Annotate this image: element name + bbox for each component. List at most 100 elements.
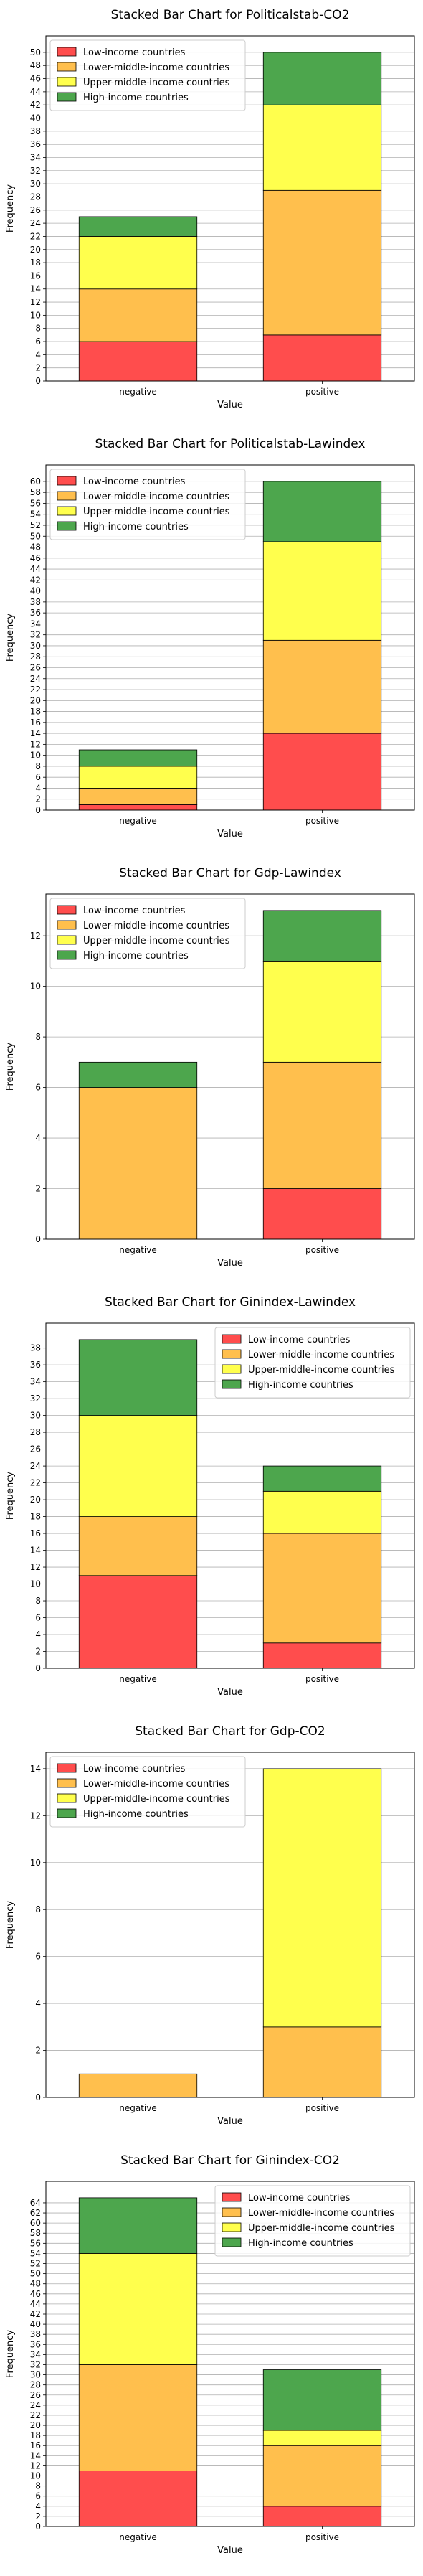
legend-box	[214, 1327, 411, 1399]
y-tick-label: 50	[30, 531, 41, 541]
chart-1: Stacked Bar Chart for Politicalstab-CO2 0…	[5, 8, 415, 410]
bar-negative-1	[78, 341, 198, 382]
x-tick-label: negative	[119, 1245, 156, 1255]
y-tick-label: 38	[30, 2329, 41, 2339]
y-tick-label: 14	[30, 2450, 41, 2460]
bar-positive-3	[262, 1490, 382, 1534]
y-tick-label: 24	[30, 218, 41, 228]
legend-label: Upper-middle-income countries	[83, 507, 230, 517]
legend-swatch	[57, 1763, 77, 1773]
legend-label: Lower-middle-income countries	[248, 2208, 394, 2219]
y-tick-label: 48	[30, 60, 41, 70]
x-tick-label: negative	[119, 2532, 156, 2542]
y-tick-label: 2	[35, 2046, 41, 2056]
y-tick-label: 34	[30, 619, 41, 629]
y-tick-label: 20	[30, 2420, 41, 2430]
y-tick-label: 28	[30, 2380, 41, 2390]
y-tick-label: 20	[30, 695, 41, 705]
bar-positive-1	[262, 2506, 382, 2527]
y-tick-label: 38	[30, 1343, 41, 1353]
legend-box	[49, 39, 246, 111]
legend-label: Lower-middle-income countries	[83, 62, 229, 73]
y-tick-label: 6	[35, 1083, 41, 1093]
y-tick-label: 16	[30, 1528, 41, 1538]
y-tick-label: 0	[35, 1234, 41, 1244]
y-tick-label: 10	[30, 310, 41, 320]
x-tick-label: positive	[305, 1245, 339, 1255]
legend-label: Lower-middle-income countries	[248, 1350, 394, 1360]
legend-label: Low-income countries	[248, 2193, 351, 2204]
x-tick-label: positive	[305, 816, 339, 826]
y-tick-label: 0	[35, 1663, 41, 1673]
legend-box	[49, 469, 246, 540]
y-tick-label: 0	[35, 2092, 41, 2102]
legend-swatch	[57, 92, 77, 102]
y-tick-label: 12	[30, 297, 41, 307]
legend-swatch	[222, 2192, 242, 2202]
legend-label: High-income countries	[83, 93, 189, 103]
y-tick-label: 60	[30, 476, 41, 486]
y-tick-label: 6	[35, 337, 41, 347]
y-tick-label: 14	[30, 1546, 41, 1556]
legend-box	[49, 1756, 246, 1828]
y-tick-label: 42	[30, 100, 41, 110]
y-tick-label: 12	[30, 1810, 41, 1820]
bar-negative-4	[78, 2197, 198, 2254]
x-axis-label: Value	[217, 1687, 243, 1698]
y-tick-label: 0	[35, 376, 41, 386]
y-tick-label: 14	[30, 1764, 41, 1774]
bar-positive-2	[262, 189, 382, 336]
bar-positive-2	[262, 1061, 382, 1189]
y-tick-label: 10	[30, 1579, 41, 1589]
legend-swatch	[57, 1793, 77, 1803]
y-tick-label: 8	[35, 2481, 41, 2491]
y-tick-label: 18	[30, 707, 41, 717]
y-tick-label: 32	[30, 630, 41, 640]
y-tick-label: 26	[30, 205, 41, 215]
legend-box	[49, 898, 246, 969]
x-tick-label: positive	[305, 2532, 339, 2542]
bar-negative-2	[78, 1516, 198, 1576]
y-tick-label: 26	[30, 2390, 41, 2400]
legend-label: Low-income countries	[83, 476, 186, 487]
y-axis-label: Frequency	[5, 614, 16, 662]
x-axis-label: Value	[217, 400, 243, 410]
y-tick-label: 56	[30, 2238, 41, 2248]
bar-positive-2	[262, 2445, 382, 2507]
bar-positive-3	[262, 1768, 382, 2028]
y-tick-label: 54	[30, 509, 41, 520]
y-tick-label: 2	[35, 794, 41, 804]
bar-positive-4	[262, 481, 382, 542]
x-tick-label: negative	[119, 387, 156, 397]
chart-2: Stacked Bar Chart for Politicalstab-Lawi…	[5, 437, 415, 840]
legend: Low-income countries Lower-middle-income …	[49, 39, 246, 111]
bar-negative-4	[78, 1061, 198, 1088]
bar-negative-1	[78, 2471, 198, 2527]
y-tick-label: 44	[30, 87, 41, 97]
y-tick-label: 58	[30, 2228, 41, 2238]
y-tick-label: 0	[35, 2521, 41, 2532]
chart-title: Stacked Bar Chart for Ginindex-Lawindex	[105, 1295, 356, 1310]
bar-positive-3	[262, 2430, 382, 2446]
chart-5: Stacked Bar Chart for Gdp-CO2 0 2 4 6 8 10 12 14…	[5, 1724, 415, 2127]
x-tick-label: positive	[305, 1674, 339, 1684]
legend-swatch	[57, 47, 77, 57]
y-tick-label: 20	[30, 1495, 41, 1505]
y-tick-label: 12	[30, 931, 41, 941]
bar-positive-3	[262, 960, 382, 1063]
legend: Low-income countries Lower-middle-income …	[49, 898, 246, 969]
chart-4: Stacked Bar Chart for Ginindex-Lawindex 0…	[5, 1295, 415, 1698]
y-tick-label: 36	[30, 1360, 41, 1370]
y-tick-label: 52	[30, 2259, 41, 2269]
y-tick-label: 20	[30, 245, 41, 255]
legend-label: Lower-middle-income countries	[83, 1779, 229, 1790]
legend: Low-income countries Lower-middle-income …	[49, 469, 246, 540]
legend-label: Low-income countries	[83, 906, 186, 916]
legend-swatch	[57, 1808, 77, 1818]
legend-label: Upper-middle-income countries	[248, 1365, 395, 1376]
legend-swatch	[57, 920, 77, 930]
legend-swatch	[222, 1334, 242, 1344]
y-axis-label: Frequency	[5, 184, 16, 232]
legend-label: Upper-middle-income countries	[83, 936, 230, 946]
